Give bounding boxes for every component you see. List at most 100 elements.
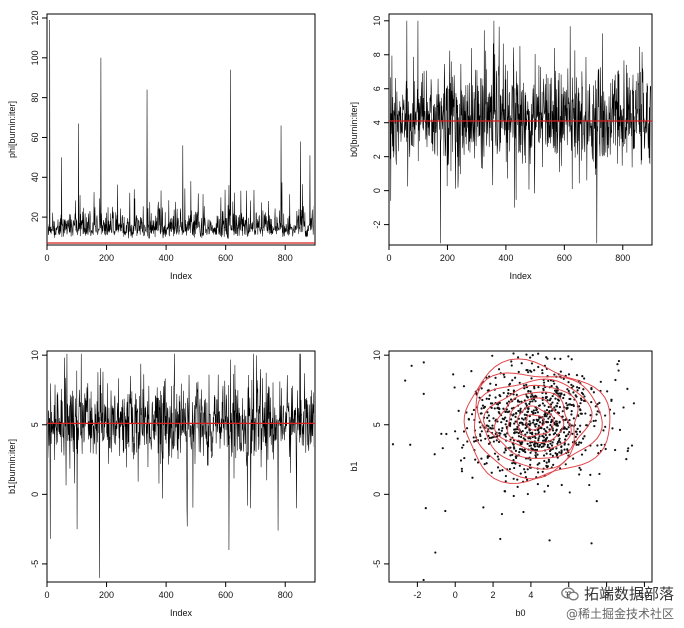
- x-tick-label: 800: [615, 253, 630, 263]
- data-point: [501, 426, 504, 430]
- data-point: [528, 429, 531, 432]
- data-point: [545, 415, 548, 418]
- data-point: [502, 407, 505, 410]
- data-point: [537, 352, 540, 355]
- density-contour: [507, 397, 565, 444]
- data-point: [524, 438, 527, 441]
- data-point: [487, 425, 490, 428]
- data-point: [578, 466, 581, 469]
- data-point: [562, 431, 566, 434]
- data-point: [533, 369, 536, 372]
- data-point: [484, 437, 487, 440]
- data-point: [500, 512, 504, 516]
- data-point: [512, 446, 516, 449]
- data-point: [520, 417, 524, 420]
- density-contour: [463, 358, 611, 484]
- data-point: [537, 418, 540, 421]
- data-point: [537, 404, 541, 407]
- data-point: [526, 410, 529, 414]
- data-point: [572, 391, 575, 394]
- data-point: [519, 421, 523, 424]
- data-point: [534, 432, 537, 435]
- data-point: [505, 402, 509, 405]
- data-point: [532, 419, 535, 422]
- y-tick-label: 10: [30, 350, 40, 360]
- data-point: [570, 358, 573, 361]
- data-point: [542, 445, 545, 448]
- data-point: [508, 410, 511, 413]
- data-point: [497, 440, 501, 444]
- data-point: [481, 398, 484, 402]
- y-tick-label: 4: [372, 120, 382, 125]
- x-axis-title: Index: [170, 608, 193, 618]
- data-point: [553, 406, 556, 409]
- data-point: [485, 397, 488, 400]
- data-point: [487, 414, 490, 417]
- data-point: [589, 473, 592, 476]
- data-point: [531, 394, 534, 397]
- data-point: [486, 430, 489, 433]
- data-point: [568, 403, 572, 406]
- data-point: [511, 462, 514, 465]
- data-point: [504, 447, 507, 450]
- data-point: [507, 388, 510, 392]
- data-point: [440, 432, 443, 435]
- x-tick-label: 4: [528, 590, 533, 600]
- data-point: [544, 433, 547, 437]
- data-point: [537, 365, 540, 369]
- data-point: [529, 463, 532, 466]
- data-point: [473, 440, 476, 443]
- data-point: [606, 390, 609, 393]
- data-point: [555, 390, 558, 394]
- x-tick-label: 200: [99, 590, 114, 600]
- x-tick-label: 0: [44, 253, 49, 263]
- data-point: [508, 382, 512, 386]
- density-contour: [494, 391, 572, 452]
- data-point: [559, 370, 562, 373]
- data-point: [512, 413, 515, 416]
- data-point: [525, 383, 528, 386]
- data-point: [500, 421, 503, 424]
- data-point: [504, 433, 507, 436]
- y-axis-title: b0[burnin:iter]: [349, 102, 359, 157]
- data-point: [567, 355, 570, 358]
- data-point: [486, 456, 489, 459]
- data-point: [579, 424, 582, 427]
- data-point: [545, 421, 548, 424]
- data-point: [579, 468, 582, 471]
- data-point: [525, 353, 528, 356]
- data-point: [581, 375, 584, 378]
- data-point: [462, 443, 465, 447]
- data-point: [558, 437, 561, 440]
- x-tick-label: 600: [218, 253, 233, 263]
- data-point: [551, 454, 554, 457]
- data-point: [585, 424, 588, 427]
- data-point: [562, 427, 566, 430]
- data-point: [545, 452, 548, 455]
- data-point: [504, 435, 507, 438]
- data-point: [565, 402, 568, 405]
- data-point: [493, 407, 496, 410]
- data-point: [549, 424, 552, 427]
- data-point: [568, 430, 571, 434]
- data-point: [602, 429, 605, 432]
- watermark-title: 拓端数据部落: [583, 585, 674, 603]
- data-point: [480, 387, 483, 390]
- data-point: [570, 413, 573, 416]
- data-point: [498, 401, 501, 405]
- data-point: [534, 454, 537, 457]
- data-point: [546, 413, 549, 416]
- data-point: [516, 485, 519, 488]
- data-point: [490, 471, 493, 474]
- data-point: [553, 382, 556, 385]
- data-point: [513, 432, 516, 435]
- data-point: [529, 395, 532, 398]
- data-point: [479, 434, 482, 438]
- data-point: [459, 459, 463, 462]
- data-point: [564, 463, 567, 466]
- data-point: [583, 377, 586, 380]
- y-tick-label: 10: [372, 16, 382, 26]
- data-point: [538, 416, 541, 419]
- data-point: [490, 406, 493, 409]
